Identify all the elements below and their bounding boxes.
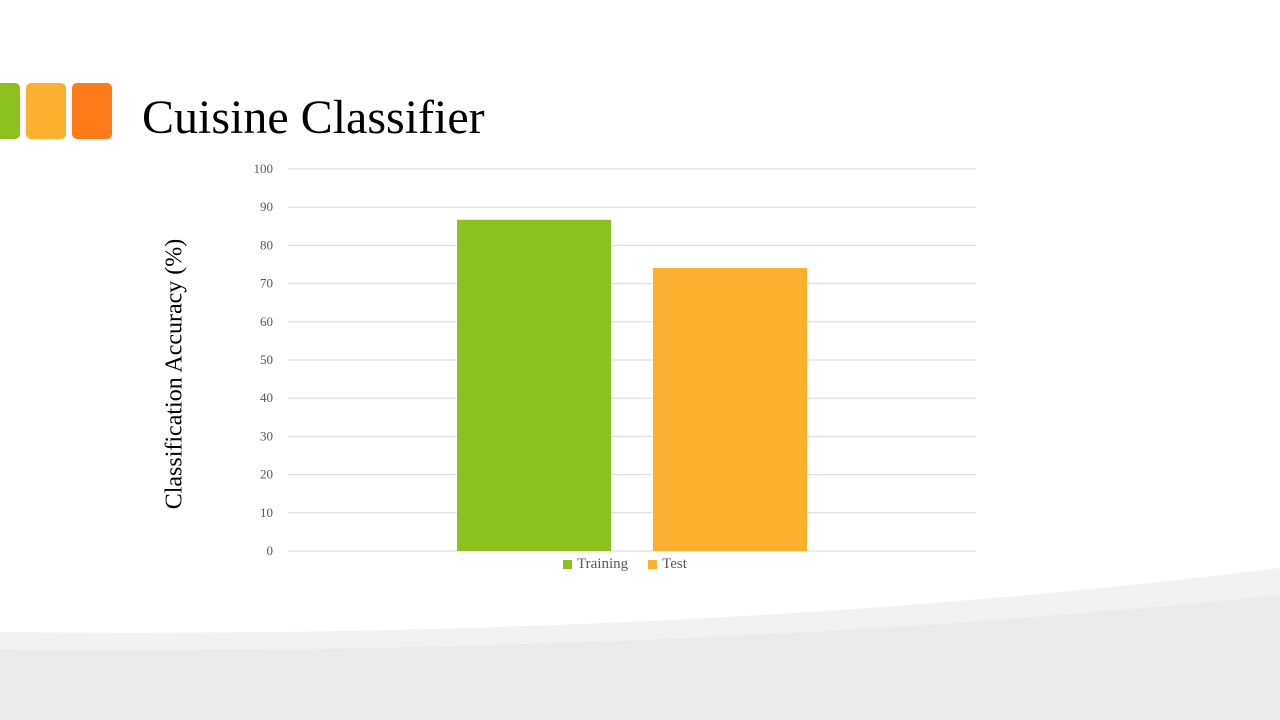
legend-item-training: Training [563, 556, 628, 573]
chart-legend: Training Test [563, 556, 687, 573]
y-tick-label: 20 [260, 467, 273, 482]
legend-label: Test [662, 556, 687, 572]
bar-test [653, 267, 807, 551]
y-tick-label: 30 [260, 428, 273, 443]
bar-training [457, 219, 611, 551]
legend-swatch [648, 560, 658, 569]
y-tick-label: 90 [260, 199, 273, 214]
slide-title: Cuisine Classifier [142, 91, 485, 144]
y-tick-label: 70 [260, 276, 273, 291]
legend-label: Training [577, 556, 629, 572]
y-tick-label: 100 [254, 161, 274, 176]
background-wave-dark [0, 595, 1280, 720]
accent-square-green [0, 83, 20, 139]
y-tick-label: 80 [260, 237, 273, 252]
y-tick-label: 10 [260, 505, 273, 520]
legend-swatch [563, 560, 572, 569]
y-tick-label: 40 [260, 390, 273, 405]
y-tick-label: 0 [267, 543, 274, 558]
accent-square-orange [72, 83, 112, 139]
legend-item-test: Test [648, 556, 687, 573]
accent-square-yellow [26, 83, 66, 139]
y-tick-label: 50 [260, 352, 273, 367]
y-tick-label: 60 [260, 314, 273, 329]
